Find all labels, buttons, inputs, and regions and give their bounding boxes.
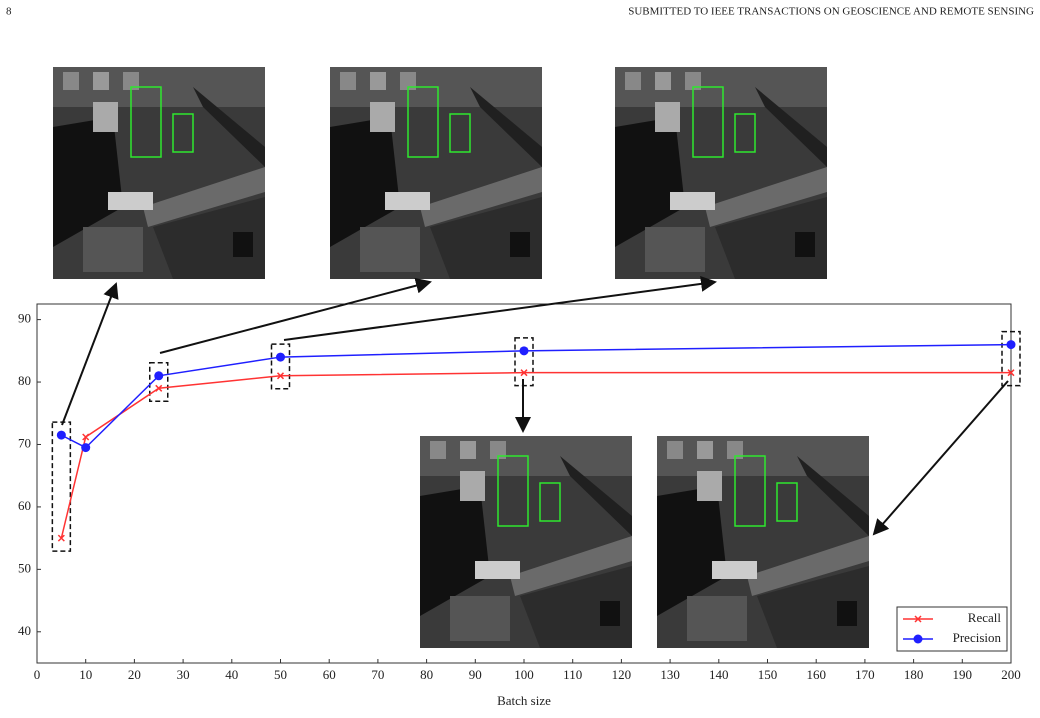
x-tick-label: 170 xyxy=(855,667,875,682)
arrow xyxy=(61,282,119,426)
x-tick-label: 150 xyxy=(758,667,778,682)
page-number: 8 xyxy=(6,6,12,18)
arrow xyxy=(159,277,432,354)
x-tick-label: 130 xyxy=(660,667,680,682)
arrow xyxy=(283,275,717,341)
legend-label: Recall xyxy=(968,610,1002,625)
point xyxy=(155,384,163,392)
x-tick-label: 10 xyxy=(79,667,92,682)
x-tick-label: 180 xyxy=(904,667,924,682)
point xyxy=(56,430,66,440)
point xyxy=(520,369,528,377)
selection-box xyxy=(51,421,72,552)
x-tick-label: 100 xyxy=(514,667,534,682)
selection-box xyxy=(149,362,169,403)
point xyxy=(276,372,285,380)
y-tick-label: 50 xyxy=(18,560,31,575)
legend-box xyxy=(896,606,1008,652)
series-line xyxy=(61,343,1012,449)
selection-box xyxy=(270,343,291,390)
selection-box xyxy=(514,337,534,387)
x-tick-label: 0 xyxy=(34,667,41,682)
y-tick-label: 70 xyxy=(18,435,31,450)
y-tick-label: 40 xyxy=(18,623,31,638)
x-tick-label: 190 xyxy=(953,667,973,682)
image xyxy=(52,66,266,280)
x-tick-label: 30 xyxy=(177,667,190,682)
point xyxy=(1006,340,1016,350)
point xyxy=(82,433,90,441)
x-tick-label: 90 xyxy=(469,667,482,682)
y-tick-label: 80 xyxy=(18,373,31,388)
y-tick-label: 60 xyxy=(18,498,31,513)
x-tick-label: 60 xyxy=(323,667,336,682)
selection-box xyxy=(1001,330,1021,387)
legend-marker xyxy=(914,615,922,623)
arrow xyxy=(872,380,1009,536)
x-tick-label: 120 xyxy=(612,667,632,682)
image xyxy=(419,435,633,649)
point xyxy=(276,352,285,362)
legend-label: Precision xyxy=(953,630,1002,645)
x-tick-label: 110 xyxy=(563,667,582,682)
image xyxy=(614,66,828,280)
point xyxy=(1007,369,1015,377)
arrows xyxy=(61,275,1009,536)
image xyxy=(656,435,870,649)
legend-marker xyxy=(913,634,923,644)
point xyxy=(81,443,91,453)
x-tick-label: 50 xyxy=(274,667,287,682)
x-tick-label: 70 xyxy=(371,667,384,682)
x-tick-label: 40 xyxy=(225,667,238,682)
y-tick-label: 90 xyxy=(18,311,31,326)
x-tick-label: 140 xyxy=(709,667,729,682)
x-tick-label: 20 xyxy=(128,667,141,682)
x-tick-label: 80 xyxy=(420,667,433,682)
point xyxy=(57,534,65,542)
x-axis-label: Batch size xyxy=(497,693,551,708)
point xyxy=(519,346,529,356)
series-line xyxy=(60,371,1011,539)
x-tick-label: 200 xyxy=(1001,667,1021,682)
image xyxy=(329,66,543,280)
running-header: SUBMITTED TO IEEE TRANSACTIONS ON GEOSCI… xyxy=(628,6,1034,18)
point xyxy=(154,371,164,381)
x-tick-label: 160 xyxy=(806,667,826,682)
